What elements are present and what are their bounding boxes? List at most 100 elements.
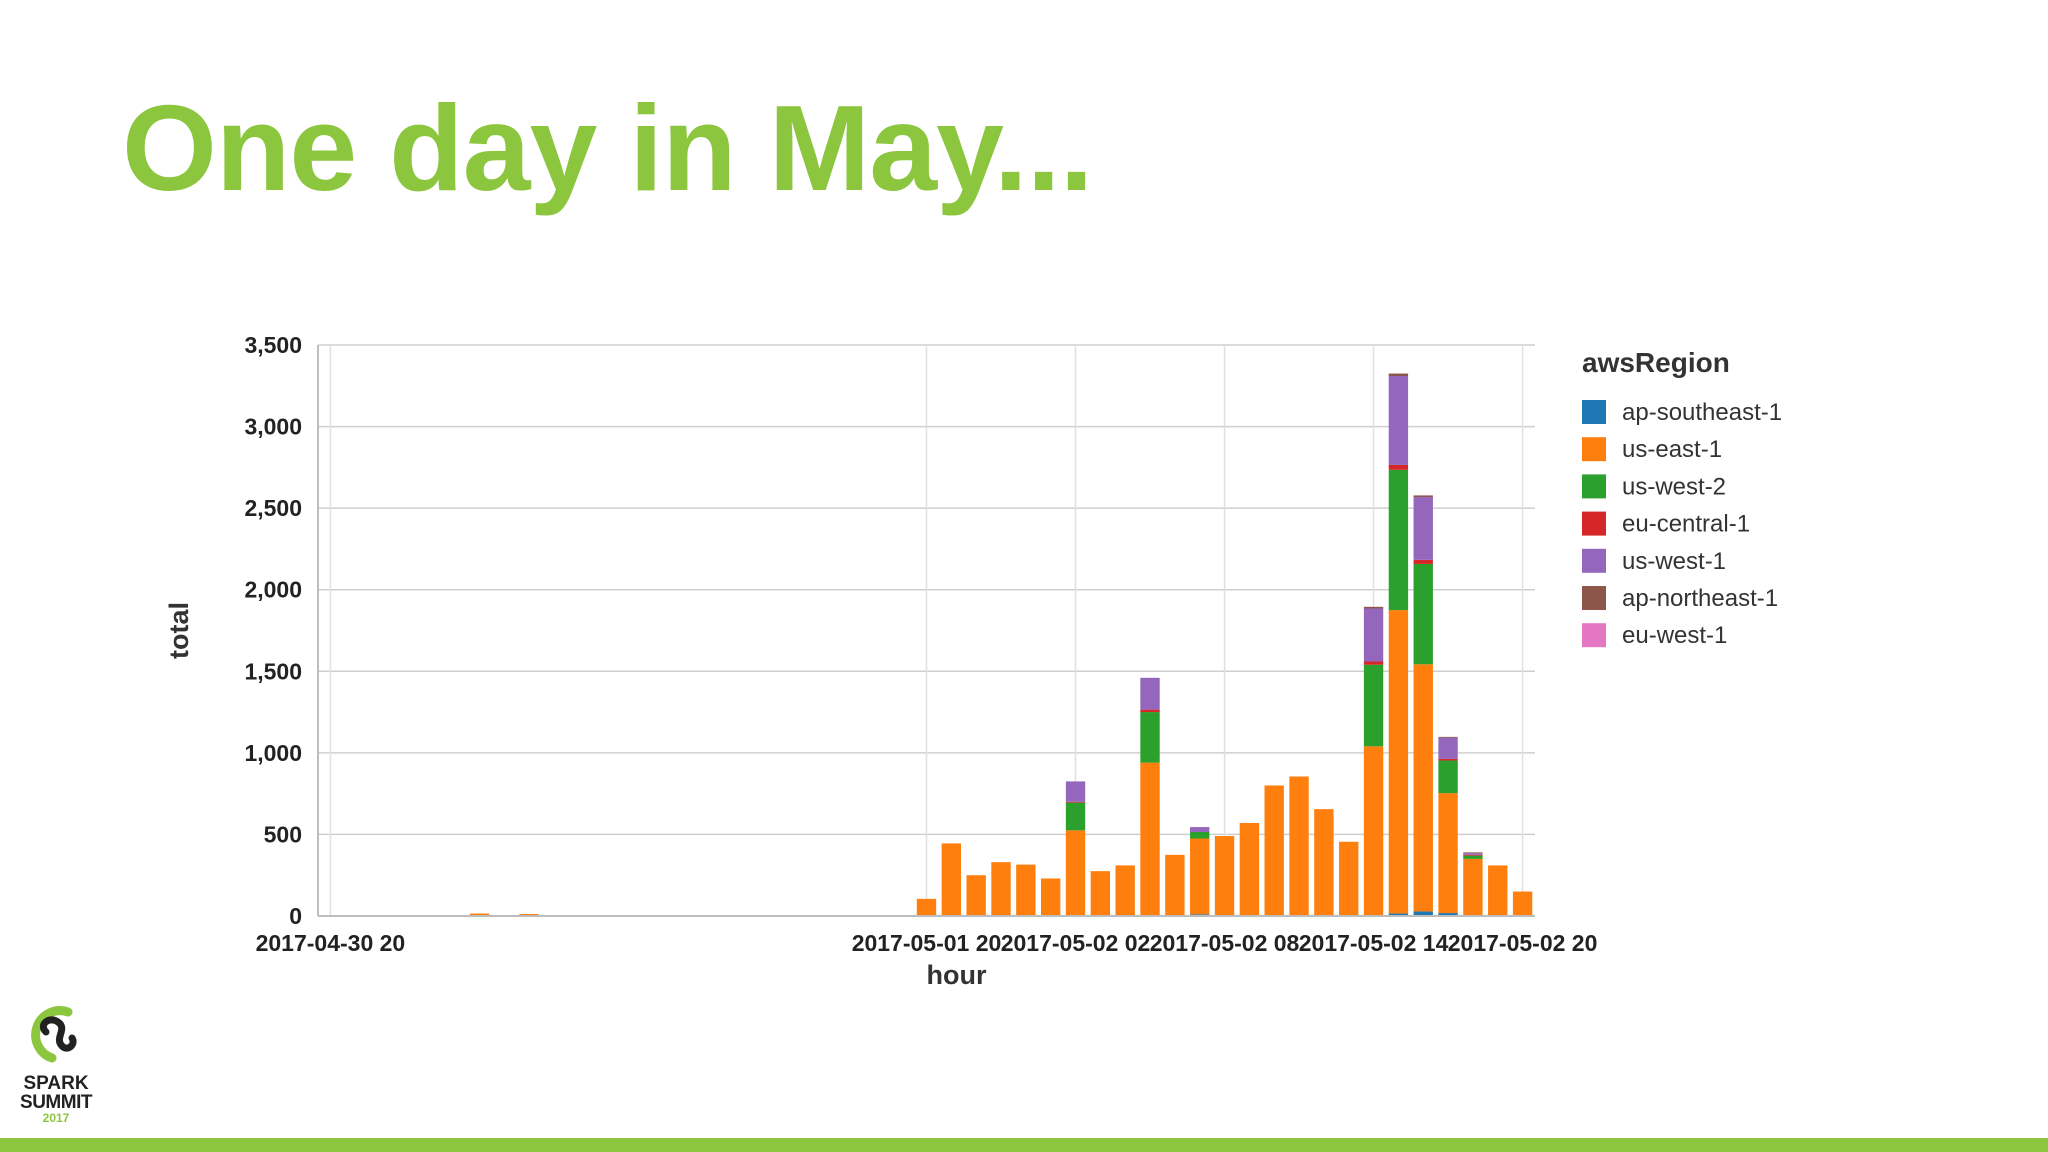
legend-label: eu-central-1	[1622, 511, 1750, 538]
bar-segment	[1463, 858, 1483, 916]
bar-segment	[1438, 758, 1458, 761]
bar-segment	[1388, 375, 1409, 465]
bar-segment	[1040, 878, 1061, 916]
bar-segment	[1140, 709, 1160, 713]
bar-segment	[1140, 762, 1160, 916]
bar-segment	[991, 862, 1011, 916]
legend-label: us-west-1	[1622, 548, 1726, 575]
legend-swatch	[1582, 548, 1606, 573]
spark-summit-logo: SPARK SUMMIT 2017	[18, 998, 94, 1125]
legend: awsRegion ap-southeast-1 us-east-1 us-west-…	[1582, 347, 1782, 649]
legend-swatch	[1582, 511, 1606, 536]
y-tick-label: 3,500	[244, 332, 302, 358]
bar-segment	[1363, 661, 1384, 665]
legend-label: us-east-1	[1622, 436, 1722, 463]
bar-segment	[1190, 831, 1210, 839]
bar-segment	[1388, 464, 1409, 470]
legend-title: awsRegion	[1582, 347, 1730, 378]
bar-segment	[1363, 606, 1384, 609]
bar-segment	[1388, 373, 1409, 376]
x-tick-label: 2017-05-02 20	[1448, 930, 1598, 956]
logo-year: 2017	[42, 1111, 70, 1125]
bar-segment	[1388, 469, 1409, 611]
bar-segment	[1339, 841, 1359, 916]
bar-segment	[1065, 830, 1086, 916]
legend-label: ap-northeast-1	[1622, 585, 1778, 612]
bar-segment	[1190, 838, 1210, 915]
legend-label: eu-west-1	[1622, 622, 1727, 649]
logo-line1: SPARK	[23, 1073, 89, 1094]
x-axis-title: hour	[927, 960, 987, 990]
y-tick-label: 1,000	[244, 740, 302, 766]
legend-swatch	[1582, 437, 1606, 462]
axes: 0 500 1,000 1,500 2,000 2,500 3,000 3,500 2017-0…	[164, 332, 1597, 990]
x-tick-label: 2017-05-02 08	[1150, 930, 1300, 956]
bar-segment	[1190, 827, 1210, 832]
legend-swatch	[1582, 400, 1606, 424]
x-tick-label: 2017-05-02 02	[1001, 930, 1151, 956]
bar-segment	[916, 898, 937, 916]
y-tick-label: 3,000	[244, 414, 302, 440]
bar-segment	[1363, 746, 1384, 916]
grid-lines	[318, 344, 1535, 917]
x-tick-label: 2017-04-30 20	[256, 930, 406, 956]
logo-line2: SUMMIT	[20, 1092, 92, 1113]
bar-segment	[1314, 809, 1334, 916]
bar-segment	[1363, 608, 1384, 662]
y-axis-title: total	[164, 602, 194, 659]
legend-swatch	[1582, 623, 1606, 648]
spark-swirl-icon	[31, 1006, 77, 1063]
x-tick-label: 2017-05-01 20	[852, 930, 1002, 956]
bar-segment	[1115, 865, 1135, 916]
bar-segment	[1413, 497, 1433, 560]
bar-segment	[1438, 760, 1458, 794]
bar-segment	[1413, 911, 1433, 916]
bar-segment	[1016, 864, 1036, 916]
bar-segment	[1413, 664, 1433, 912]
bar-segment	[1214, 836, 1235, 916]
bar-segment	[1512, 891, 1533, 916]
legend-swatch	[1582, 474, 1606, 499]
bar-segment	[1140, 712, 1160, 763]
bar-segment	[966, 875, 986, 916]
y-tick-label: 500	[264, 821, 302, 847]
bar-segment	[1413, 495, 1433, 498]
bar-segment	[1438, 737, 1458, 759]
bar-segment	[1140, 677, 1160, 710]
bar-segment	[1388, 913, 1409, 916]
legend-label: ap-southeast-1	[1622, 399, 1782, 426]
bar-segment	[1438, 793, 1458, 914]
bar-segment	[1165, 854, 1185, 916]
bar-segment	[1438, 913, 1458, 916]
bar-segment	[1065, 801, 1086, 803]
bar-segment	[1065, 802, 1086, 831]
bar-segment	[1463, 855, 1483, 859]
bar-segment	[1413, 563, 1433, 665]
y-tick-label: 1,500	[244, 658, 302, 684]
bar-segment	[1388, 610, 1409, 914]
bar-segment	[1463, 854, 1483, 856]
bar-segment	[1065, 781, 1086, 802]
slide-title: One day in May...	[122, 80, 1094, 216]
bar-segment	[1363, 664, 1384, 747]
bar-segment	[1463, 853, 1483, 855]
bar-segment	[1264, 785, 1284, 916]
bar-segment	[1289, 776, 1309, 916]
bars	[320, 373, 1533, 917]
bar-segment	[1488, 865, 1508, 916]
bar-segment	[1438, 736, 1458, 738]
bar-segment	[1413, 559, 1433, 564]
bar-segment	[1239, 823, 1260, 916]
legend-label: us-west-2	[1622, 473, 1726, 500]
bottom-accent-bar	[0, 1138, 2048, 1152]
y-tick-label: 0	[289, 903, 302, 929]
y-tick-label: 2,000	[244, 577, 302, 603]
x-tick-label: 2017-05-02 14	[1299, 930, 1449, 956]
bar-segment	[1463, 852, 1483, 854]
legend-swatch	[1582, 586, 1606, 610]
bar-segment	[941, 843, 962, 916]
bar-segment	[1090, 871, 1111, 916]
y-tick-label: 2,500	[244, 495, 302, 521]
bar-segment	[469, 913, 490, 916]
